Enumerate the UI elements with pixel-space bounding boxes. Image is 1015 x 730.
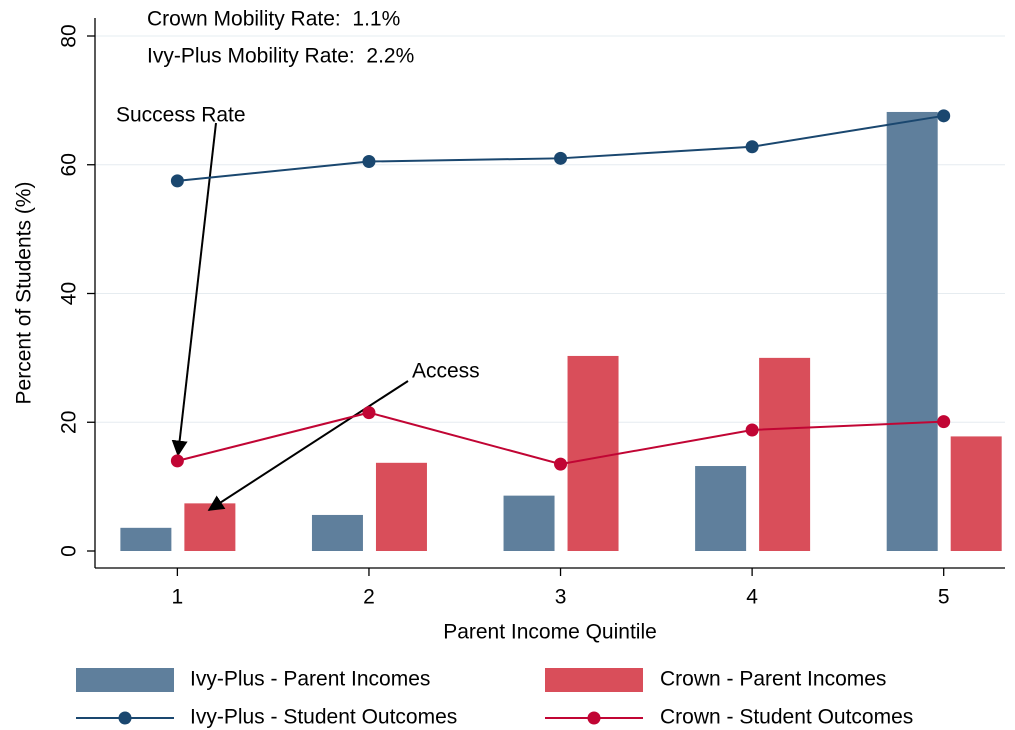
x-tick-label: 4 (746, 586, 758, 609)
y-tick-label: 0 (58, 545, 81, 557)
x-tick-label: 3 (555, 586, 567, 609)
annotation: Success Rate (116, 104, 246, 127)
point (362, 406, 376, 420)
bar (375, 462, 427, 551)
y-tick-label: 20 (58, 411, 81, 434)
legend-item: Crown - Parent Incomes (545, 668, 886, 692)
legend-item: Crown - Student Outcomes (545, 706, 913, 729)
legend-label: Crown - Student Outcomes (660, 706, 913, 729)
legend-swatch (118, 711, 132, 725)
x-tick-label: 2 (363, 586, 375, 609)
point (745, 423, 759, 437)
x-tick-label: 5 (938, 586, 950, 609)
annotation: Crown Mobility Rate: 1.1% (147, 8, 400, 31)
bar (695, 466, 747, 551)
point (937, 415, 951, 429)
point (362, 155, 376, 169)
legend-item: Ivy-Plus - Parent Incomes (76, 668, 430, 692)
arrow (171, 122, 217, 457)
y-tick-label: 60 (58, 153, 81, 176)
legend-swatch (76, 668, 174, 692)
legend-item: Ivy-Plus - Student Outcomes (76, 706, 457, 729)
x-axis-title: Parent Income Quintile (443, 621, 657, 644)
legend-swatch (587, 711, 601, 725)
point (745, 140, 759, 154)
point (937, 109, 951, 123)
bar (503, 495, 555, 551)
bar (120, 527, 172, 551)
bar (311, 514, 363, 551)
line (177, 114, 944, 182)
bar (759, 357, 811, 551)
legend-swatch (545, 668, 643, 692)
y-tick-label: 40 (58, 282, 81, 305)
legend-label: Crown - Parent Incomes (660, 668, 886, 691)
y-tick-label: 80 (58, 24, 81, 47)
annotation: Access (412, 360, 480, 383)
bar (184, 503, 236, 551)
point (170, 174, 184, 188)
point (170, 454, 184, 468)
legend-label: Ivy-Plus - Student Outcomes (190, 706, 457, 729)
arrow (207, 380, 409, 511)
point (554, 457, 568, 471)
annotation: Ivy-Plus Mobility Rate: 2.2% (147, 45, 414, 68)
bar (567, 355, 619, 551)
point (554, 151, 568, 165)
bar (886, 111, 938, 552)
plot-area (95, 35, 1005, 552)
y-axis-title: Percent of Students (%) (13, 182, 36, 405)
x-tick-label: 1 (172, 586, 184, 609)
bar (950, 436, 1002, 551)
legend-label: Ivy-Plus - Parent Incomes (190, 668, 430, 691)
